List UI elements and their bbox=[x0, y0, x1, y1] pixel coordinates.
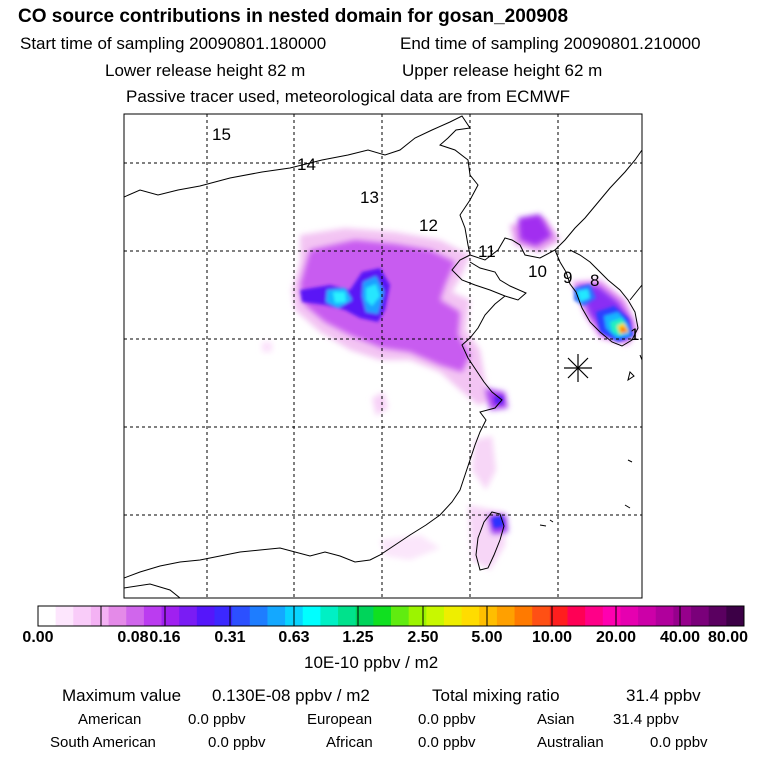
colorbar-swatch bbox=[496, 606, 516, 626]
colorbar-swatch bbox=[638, 606, 657, 626]
region-value: 0.0 ppbv bbox=[208, 734, 266, 751]
plot-title: CO source contributions in nested domain… bbox=[18, 6, 569, 27]
colorbar-tick-label: 5.00 bbox=[471, 629, 503, 646]
colorbar-swatch bbox=[585, 606, 604, 626]
colorbar-swatch bbox=[479, 606, 498, 626]
trajectory-labels: 15 14 13 12 11 10 9 8 1 bbox=[212, 125, 639, 344]
trajectory-label: 10 bbox=[528, 262, 547, 281]
end-time: End time of sampling 20090801.210000 bbox=[400, 34, 701, 53]
colorbar-swatch bbox=[373, 606, 392, 626]
colorbar-swatch bbox=[461, 606, 480, 626]
trajectory-label: 1 bbox=[630, 325, 639, 344]
colorbar-units: 10E-10 ppbv / m2 bbox=[304, 653, 439, 672]
colorbar-swatch bbox=[532, 606, 551, 626]
region-value: 0.0 ppbv bbox=[418, 734, 476, 751]
max-value-label: Maximum value bbox=[62, 686, 182, 705]
colorbar-swatch bbox=[232, 606, 251, 626]
region-name: African bbox=[326, 734, 373, 751]
region-value: 0.0 ppbv bbox=[650, 734, 708, 751]
region-name: Asian bbox=[537, 711, 575, 728]
colorbar-swatch bbox=[320, 606, 339, 626]
colorbar-swatch bbox=[108, 606, 127, 626]
trajectory-label: 12 bbox=[419, 216, 438, 235]
colorbar-swatch bbox=[338, 606, 357, 626]
trajectory-label: 14 bbox=[297, 155, 316, 174]
colorbar-tick-label: 0.31 bbox=[214, 629, 246, 646]
region-name: American bbox=[78, 711, 142, 728]
colorbar-swatch bbox=[73, 606, 92, 626]
colorbar bbox=[37, 605, 745, 627]
colorbar-swatch bbox=[38, 606, 57, 626]
colorbar-swatch bbox=[143, 606, 163, 626]
region-value: 0.0 ppbv bbox=[418, 711, 476, 728]
colorbar-tick-label: 80.00 bbox=[707, 629, 749, 646]
colorbar-swatch bbox=[708, 606, 727, 626]
colorbar-swatch bbox=[55, 606, 74, 626]
colorbar-swatch bbox=[426, 606, 445, 626]
map-frame bbox=[123, 113, 643, 599]
trajectory-label: 11 bbox=[478, 242, 496, 261]
region-value: 31.4 ppbv bbox=[613, 711, 679, 728]
max-value: 0.130E-08 ppbv / m2 bbox=[212, 686, 370, 705]
trajectory-label: 9 bbox=[563, 268, 572, 287]
region-name: South American bbox=[50, 734, 156, 751]
colorbar-tick-label: 0.63 bbox=[278, 629, 310, 646]
colorbar-swatch bbox=[567, 606, 586, 626]
colorbar-tick-label: 0.08 bbox=[117, 629, 149, 646]
colorbar-swatch bbox=[655, 606, 674, 626]
trajectory-label: 13 bbox=[360, 188, 379, 207]
colorbar-tick-label: 40.00 bbox=[659, 629, 701, 646]
colorbar-swatch bbox=[302, 606, 321, 626]
colorbar-swatch bbox=[90, 606, 110, 626]
colorbar-swatch bbox=[726, 606, 745, 626]
colorbar-swatch bbox=[179, 606, 198, 626]
colorbar-tick-label: 2.50 bbox=[407, 629, 439, 646]
map-area: 15 14 13 12 11 10 9 8 1 bbox=[124, 114, 642, 598]
colorbar-swatch bbox=[549, 606, 568, 626]
coastlines bbox=[124, 115, 642, 598]
colorbar-tick-label: 0.16 bbox=[149, 629, 181, 646]
tracer-note: Passive tracer used, meteorological data… bbox=[126, 87, 571, 106]
colorbar-tick-label: 0.00 bbox=[22, 629, 54, 646]
colorbar-swatch bbox=[691, 606, 710, 626]
colorbar-swatch bbox=[443, 606, 463, 626]
region-name: Australian bbox=[537, 734, 604, 751]
colorbar-swatch bbox=[602, 606, 621, 626]
colorbar-swatch bbox=[126, 606, 145, 626]
lower-release-height: Lower release height 82 m bbox=[105, 61, 306, 80]
graticule bbox=[124, 114, 642, 598]
colorbar-swatch bbox=[196, 606, 215, 626]
colorbar-tick-label: 10.00 bbox=[531, 629, 573, 646]
region-value: 0.0 ppbv bbox=[188, 711, 246, 728]
colorbar-swatch bbox=[673, 606, 692, 626]
colorbar-swatch bbox=[391, 606, 410, 626]
total-mixing-ratio-value: 31.4 ppbv bbox=[626, 686, 701, 705]
region-name: European bbox=[307, 711, 373, 728]
colorbar-swatch bbox=[267, 606, 286, 626]
colorbar-tick-label: 20.00 bbox=[595, 629, 637, 646]
trajectory-label: 8 bbox=[590, 271, 599, 290]
colorbar-swatch bbox=[214, 606, 233, 626]
colorbar-tick-label: 1.25 bbox=[342, 629, 374, 646]
colorbar-swatch bbox=[355, 606, 374, 626]
colorbar-swatch bbox=[249, 606, 268, 626]
start-time: Start time of sampling 20090801.180000 bbox=[20, 34, 327, 53]
total-mixing-ratio-label: Total mixing ratio bbox=[432, 686, 560, 705]
gosan-site-marker bbox=[564, 354, 592, 382]
colorbar-swatch bbox=[161, 606, 180, 626]
upper-release-height: Upper release height 62 m bbox=[402, 61, 603, 80]
colorbar-swatch bbox=[408, 606, 427, 626]
colorbar-swatch bbox=[514, 606, 533, 626]
trajectory-label: 15 bbox=[212, 125, 231, 144]
colorbar-swatch bbox=[620, 606, 639, 626]
